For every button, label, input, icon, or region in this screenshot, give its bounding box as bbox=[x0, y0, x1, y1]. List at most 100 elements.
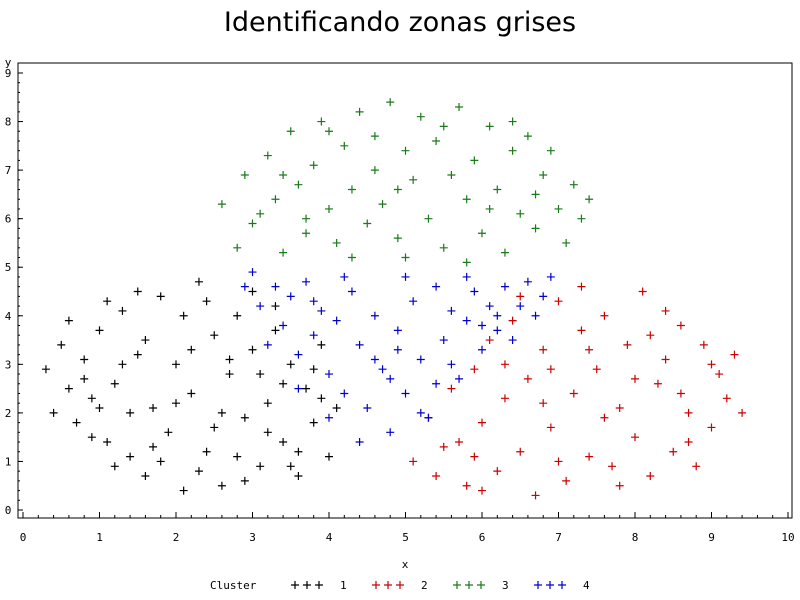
x-tick-label: 5 bbox=[402, 531, 409, 544]
y-tick-label: 8 bbox=[5, 116, 12, 129]
data-point bbox=[500, 394, 509, 403]
data-point bbox=[332, 316, 341, 325]
x-tick-label: 6 bbox=[479, 531, 486, 544]
data-point bbox=[562, 476, 571, 485]
legend-marker bbox=[372, 581, 380, 589]
data-point bbox=[279, 248, 288, 257]
data-point bbox=[470, 156, 479, 165]
data-point bbox=[684, 438, 693, 447]
data-point bbox=[432, 379, 441, 388]
y-tick-label: 2 bbox=[5, 407, 12, 420]
y-axis-label: y bbox=[5, 56, 12, 69]
plot-frame bbox=[17, 62, 793, 519]
legend-label: 2 bbox=[421, 579, 428, 592]
data-point bbox=[263, 151, 272, 160]
x-tick-label: 2 bbox=[173, 531, 180, 544]
series-3 bbox=[217, 98, 594, 267]
data-point bbox=[317, 340, 326, 349]
data-point bbox=[393, 234, 402, 243]
data-point bbox=[64, 316, 73, 325]
data-point bbox=[393, 185, 402, 194]
data-point bbox=[41, 365, 50, 374]
data-point bbox=[447, 170, 456, 179]
y-tick-label: 6 bbox=[5, 213, 12, 226]
data-point bbox=[554, 204, 563, 213]
data-point bbox=[493, 185, 502, 194]
chart-title: Identificando zonas grises bbox=[224, 7, 576, 38]
data-point bbox=[355, 438, 364, 447]
data-point bbox=[462, 481, 471, 490]
data-point bbox=[95, 326, 104, 335]
data-point bbox=[546, 146, 555, 155]
x-tick-label: 10 bbox=[781, 531, 794, 544]
data-point bbox=[470, 452, 479, 461]
data-point bbox=[309, 331, 318, 340]
data-point bbox=[554, 297, 563, 306]
data-point bbox=[378, 365, 387, 374]
data-point bbox=[156, 292, 165, 301]
data-point bbox=[631, 433, 639, 442]
data-point bbox=[478, 418, 486, 427]
data-point bbox=[378, 200, 387, 209]
data-point bbox=[317, 306, 326, 315]
data-point bbox=[263, 399, 272, 408]
data-point bbox=[485, 204, 494, 213]
data-point bbox=[577, 326, 586, 335]
legend-marker bbox=[315, 581, 323, 589]
data-point bbox=[722, 394, 731, 403]
data-point bbox=[302, 214, 311, 223]
data-point bbox=[217, 481, 226, 490]
data-point bbox=[554, 457, 563, 466]
data-point bbox=[126, 408, 135, 417]
data-point bbox=[317, 117, 326, 126]
data-point bbox=[439, 122, 448, 131]
data-point bbox=[172, 399, 180, 408]
data-point bbox=[707, 360, 716, 369]
data-point bbox=[638, 287, 647, 296]
data-point bbox=[516, 447, 525, 456]
data-point bbox=[248, 345, 257, 354]
data-point bbox=[363, 404, 372, 413]
data-point bbox=[294, 180, 303, 189]
data-point bbox=[424, 413, 433, 422]
data-point bbox=[500, 248, 509, 257]
data-point bbox=[309, 297, 318, 306]
y-tick-label: 0 bbox=[5, 504, 12, 517]
data-point bbox=[248, 219, 257, 228]
data-point bbox=[455, 374, 464, 383]
legend-marker bbox=[303, 581, 311, 589]
data-point bbox=[263, 340, 272, 349]
data-point bbox=[646, 331, 655, 340]
data-point bbox=[478, 345, 486, 354]
data-point bbox=[118, 306, 127, 315]
data-point bbox=[126, 452, 135, 461]
data-point bbox=[240, 476, 249, 485]
data-point bbox=[508, 316, 517, 325]
data-point bbox=[692, 462, 701, 471]
data-point bbox=[347, 287, 356, 296]
legend-item-3: 3 bbox=[453, 579, 509, 592]
data-point bbox=[286, 462, 295, 471]
data-point bbox=[401, 389, 410, 398]
data-point bbox=[516, 302, 525, 311]
data-point bbox=[516, 292, 525, 301]
data-point bbox=[386, 428, 395, 437]
data-point bbox=[432, 136, 441, 145]
x-tick-label: 7 bbox=[555, 531, 562, 544]
data-point bbox=[493, 326, 502, 335]
data-point bbox=[271, 195, 280, 204]
data-point bbox=[478, 486, 486, 495]
data-point bbox=[485, 122, 494, 131]
data-point bbox=[416, 408, 425, 417]
data-point bbox=[294, 472, 303, 481]
data-point bbox=[508, 146, 517, 155]
data-point bbox=[676, 321, 685, 330]
data-point bbox=[279, 321, 288, 330]
data-point bbox=[393, 326, 402, 335]
data-point bbox=[409, 175, 418, 184]
data-point bbox=[279, 438, 288, 447]
data-point bbox=[462, 316, 471, 325]
data-point bbox=[187, 389, 196, 398]
data-point bbox=[439, 243, 448, 252]
data-point bbox=[110, 462, 119, 471]
